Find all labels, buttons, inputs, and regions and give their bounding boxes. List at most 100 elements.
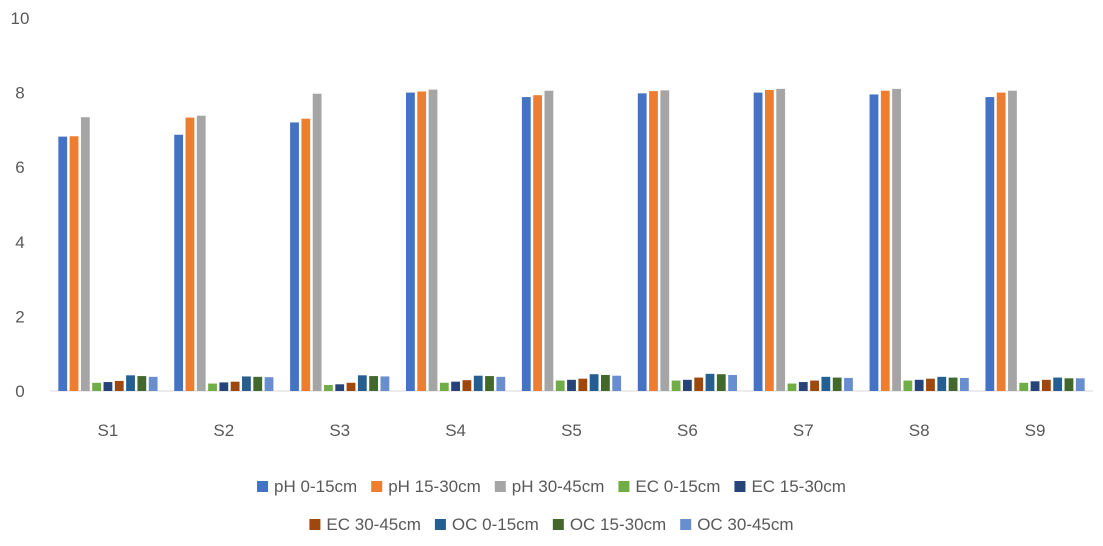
bar-s5-ec-30-45cm: [578, 378, 588, 391]
legend-label: pH 0-15cm: [274, 477, 357, 496]
legend-swatch: [494, 481, 506, 492]
legend-swatch: [257, 481, 269, 492]
bar-s8-ec-30-45cm: [926, 378, 935, 391]
bar-s9-oc-0-15cm: [1053, 377, 1063, 391]
bar-s6-oc-15-30cm: [716, 374, 726, 391]
legend-item: pH 30-45cm: [494, 477, 605, 496]
bar-s6-oc-0-15cm: [705, 373, 715, 391]
bar-s4-ph-30-45cm: [428, 89, 438, 392]
legend-label: EC 0-15cm: [635, 477, 720, 496]
bar-s2-oc-0-15cm: [242, 376, 251, 391]
bar-s6-ph-30-45cm: [660, 90, 670, 392]
legend-item: OC 0-15cm: [434, 515, 539, 534]
bar-s1-ph-30-45cm: [80, 117, 90, 391]
bar-s8-oc-15-30cm: [948, 377, 958, 391]
bar-s6-ph-0-15cm: [637, 93, 647, 391]
bar-s6-ec-15-30cm: [682, 379, 692, 391]
legend-label: pH 15-30cm: [388, 477, 481, 496]
bar-s1-ph-15-30cm: [69, 136, 79, 391]
bar-s4-ec-30-45cm: [462, 380, 472, 391]
y-tick-label: 2: [15, 307, 24, 326]
legend-label: pH 30-45cm: [512, 477, 605, 496]
bar-s5-oc-30-45cm: [612, 375, 622, 391]
x-tick-label: S5: [561, 421, 582, 440]
bar-s1-oc-15-30cm: [137, 376, 147, 391]
bar-s7-oc-15-30cm: [832, 377, 842, 391]
x-tick-label: S7: [793, 421, 814, 440]
bar-s1-oc-0-15cm: [126, 375, 135, 391]
bar-s2-ec-30-45cm: [230, 381, 240, 391]
legend: pH 0-15cm pH 15-30cm pH 30-45cm EC 0-15cm EC…: [257, 477, 846, 534]
bar-s8-oc-30-45cm: [959, 377, 969, 391]
bar-s2-oc-30-45cm: [264, 377, 274, 391]
bar-s3-ph-0-15cm: [290, 122, 299, 391]
bar-s5-ph-0-15cm: [521, 97, 531, 391]
bar-s4-ec-15-30cm: [451, 381, 461, 391]
bar-s4-oc-0-15cm: [473, 375, 483, 391]
y-axis: 0 2 4 6 8 10: [11, 9, 30, 401]
y-tick-label: 8: [15, 84, 24, 103]
bar-s6-oc-30-45cm: [728, 374, 737, 391]
bar-s9-oc-15-30cm: [1064, 378, 1074, 391]
bar-s2-ph-30-45cm: [196, 115, 206, 391]
bar-s5-oc-15-30cm: [601, 374, 610, 391]
bar-s3-ec-0-15cm: [324, 385, 333, 391]
bar-s4-oc-15-30cm: [485, 376, 494, 391]
bar-s9-oc-30-45cm: [1075, 378, 1085, 391]
bar-s6-ec-30-45cm: [694, 377, 704, 391]
y-tick-label: 0: [15, 382, 24, 401]
bar-s5-ec-0-15cm: [555, 380, 565, 391]
bar-s5-oc-0-15cm: [589, 374, 599, 391]
legend-swatch: [734, 481, 746, 492]
bar-s4-ph-0-15cm: [406, 92, 415, 391]
bar-s9-ph-0-15cm: [985, 97, 995, 391]
x-tick-label: S9: [1025, 421, 1046, 440]
x-tick-label: S2: [213, 421, 234, 440]
bar-s1-ec-0-15cm: [92, 382, 102, 391]
plot-area: [58, 88, 1085, 392]
bar-s7-ph-0-15cm: [753, 92, 763, 391]
bar-s7-oc-0-15cm: [821, 376, 831, 391]
legend-item: pH 15-30cm: [371, 477, 481, 496]
bar-s3-oc-0-15cm: [357, 375, 367, 391]
bar-s5-ph-30-45cm: [544, 90, 554, 391]
legend-swatch: [618, 481, 630, 492]
bar-s9-ec-30-45cm: [1041, 379, 1051, 391]
x-tick-label: S3: [329, 421, 350, 440]
legend-label: OC 15-30cm: [570, 515, 666, 534]
legend-swatch: [680, 519, 692, 530]
bar-s4-ec-0-15cm: [439, 382, 449, 391]
bar-s1-ec-30-45cm: [114, 380, 124, 391]
bar-s2-ph-0-15cm: [174, 134, 184, 391]
legend-item: EC 30-45cm: [309, 515, 421, 534]
x-axis: S1 S2 S3 S4 S5 S6 S7 S8 S9: [98, 421, 1046, 440]
bar-s9-ph-30-45cm: [1008, 90, 1017, 391]
x-tick-label: S1: [98, 421, 119, 440]
bar-s2-oc-15-30cm: [253, 376, 263, 391]
bar-s7-ec-15-30cm: [798, 382, 808, 391]
bar-s1-ph-0-15cm: [58, 136, 68, 391]
bar-s9-ec-15-30cm: [1030, 381, 1040, 391]
bar-s7-ec-30-45cm: [810, 380, 819, 391]
bar-s2-ec-15-30cm: [219, 382, 229, 391]
bar-s3-oc-30-45cm: [380, 376, 390, 391]
bar-s7-ec-0-15cm: [787, 383, 797, 391]
legend-swatch: [371, 481, 383, 492]
legend-label: OC 30-45cm: [697, 515, 793, 534]
legend-swatch: [309, 519, 321, 530]
bar-s1-ec-15-30cm: [103, 382, 113, 391]
bar-s3-ec-15-30cm: [335, 384, 345, 391]
legend-label: OC 0-15cm: [452, 515, 539, 534]
x-tick-label: S8: [909, 421, 930, 440]
bar-s7-ph-30-45cm: [776, 88, 786, 392]
bar-s7-ph-15-30cm: [764, 89, 774, 392]
y-tick-label: 4: [15, 233, 24, 252]
bar-s4-ph-15-30cm: [417, 91, 427, 391]
bar-s8-oc-0-15cm: [937, 376, 947, 391]
bar-s6-ph-15-30cm: [649, 91, 658, 392]
legend-swatch: [552, 519, 564, 530]
x-tick-label: S6: [677, 421, 698, 440]
legend-item: EC 0-15cm: [618, 477, 720, 496]
x-tick-label: S4: [445, 421, 466, 440]
bar-s8-ec-0-15cm: [903, 380, 913, 391]
